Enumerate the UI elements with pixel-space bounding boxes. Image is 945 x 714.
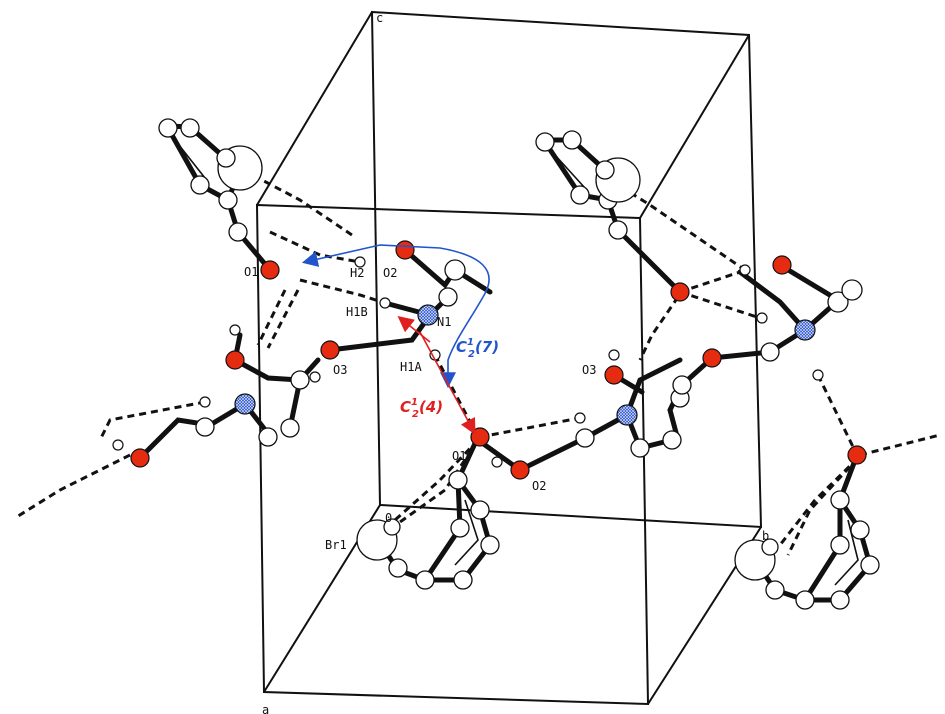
label-o3-left: O3 bbox=[333, 363, 347, 377]
carbon-atom bbox=[218, 190, 238, 210]
hydrogen-atom bbox=[812, 369, 824, 381]
carbon-atom bbox=[570, 185, 590, 205]
hydrogen-atom bbox=[199, 396, 211, 408]
nitrogen-atom-n1 bbox=[417, 304, 439, 326]
carbon-atom bbox=[415, 570, 435, 590]
carbon-atom bbox=[158, 118, 178, 138]
oxygen-atom bbox=[702, 348, 722, 368]
carbon-atom bbox=[765, 580, 785, 600]
oxygen-atom-o2 bbox=[395, 240, 415, 260]
oxygen-atom bbox=[847, 445, 867, 465]
motif-label-red: C1 2(4) bbox=[400, 397, 443, 420]
oxygen-atom bbox=[670, 282, 690, 302]
hydrogen-atom bbox=[229, 324, 241, 336]
hydrogen-atom bbox=[608, 349, 620, 361]
oxygen-atom-o3-right bbox=[604, 365, 624, 385]
label-o1-mid: O1 bbox=[452, 449, 466, 463]
axis-label-c: c bbox=[376, 11, 383, 25]
unit-cell bbox=[255, 10, 763, 706]
carbon-atom bbox=[595, 160, 615, 180]
hydrogen-atom bbox=[756, 312, 768, 324]
oxygen-atom-o1 bbox=[260, 260, 280, 280]
label-o2-mid: O2 bbox=[532, 479, 546, 493]
carbon-atom bbox=[841, 279, 863, 301]
label-o1-top: O1 bbox=[244, 265, 258, 279]
carbon-atom bbox=[575, 428, 595, 448]
red-motif-arrow-down bbox=[419, 331, 476, 435]
hydrogen-atom bbox=[112, 439, 124, 451]
carbon-atom bbox=[860, 555, 880, 575]
axis-label-b: b bbox=[762, 529, 769, 543]
carbon-atom bbox=[470, 500, 490, 520]
label-h1a: H1A bbox=[400, 360, 422, 374]
carbon-atom bbox=[850, 520, 870, 540]
carbon-atom bbox=[662, 430, 682, 450]
carbon-atom bbox=[827, 291, 849, 313]
carbon-atom bbox=[450, 518, 470, 538]
carbon-atom bbox=[195, 417, 215, 437]
carbon-atom bbox=[258, 427, 278, 447]
nitrogen-atom bbox=[616, 404, 638, 426]
cell-edges bbox=[256, 11, 762, 705]
oxygen-atom-o3 bbox=[320, 340, 340, 360]
motif-arrows bbox=[301, 244, 490, 435]
carbon-atom bbox=[444, 259, 466, 281]
carbon-atom bbox=[383, 518, 401, 536]
carbon-atom bbox=[388, 558, 408, 578]
motif-label-blue: C1 2(7) bbox=[456, 337, 499, 360]
nitrogen-atom bbox=[794, 319, 816, 341]
hydrogen-atom-h2 bbox=[354, 256, 366, 268]
carbon-atom bbox=[760, 342, 780, 362]
label-o2-top: O2 bbox=[383, 266, 397, 280]
nitrogen-atom bbox=[234, 393, 256, 415]
carbon-atom bbox=[280, 418, 300, 438]
carbon-atom bbox=[535, 132, 555, 152]
oxygen-atom-o2-mid bbox=[510, 460, 530, 480]
hydrogen-atom bbox=[739, 264, 751, 276]
carbon-atom bbox=[761, 538, 779, 556]
carbon-atom bbox=[795, 590, 815, 610]
carbon-atom bbox=[480, 535, 500, 555]
label-br1: Br1 bbox=[325, 538, 347, 552]
label-h2: H2 bbox=[350, 266, 364, 280]
label-h1b: H1B bbox=[346, 305, 368, 319]
carbon-atom bbox=[448, 470, 468, 490]
carbon-atom bbox=[608, 220, 628, 240]
hydrogen-atom bbox=[574, 412, 586, 424]
carbon-atom bbox=[630, 438, 650, 458]
axis-label-origin: 0 bbox=[385, 511, 392, 525]
carbon-atom bbox=[672, 375, 692, 395]
blue-motif-arrow-top bbox=[301, 244, 490, 298]
carbon-atom bbox=[453, 570, 473, 590]
atoms bbox=[112, 118, 880, 610]
hydrogen-bonds bbox=[14, 168, 941, 556]
hydrogen-atom bbox=[491, 456, 503, 468]
label-o3-right: O3 bbox=[582, 363, 596, 377]
hydrogen-atom-h1b bbox=[379, 297, 391, 309]
blue-motif-arrow-down bbox=[440, 296, 484, 389]
oxygen-atom bbox=[772, 255, 792, 275]
oxygen-atom bbox=[225, 350, 245, 370]
carbon-atom bbox=[438, 287, 458, 307]
carbon-atom bbox=[830, 535, 850, 555]
oxygen-atom bbox=[130, 448, 150, 468]
carbon-atom bbox=[228, 222, 248, 242]
carbon-atom bbox=[562, 130, 582, 150]
carbon-atom bbox=[830, 590, 850, 610]
hydrogen-atom bbox=[309, 371, 321, 383]
axis-label-a: a bbox=[262, 703, 269, 714]
carbon-atom bbox=[830, 490, 850, 510]
carbon-atom bbox=[290, 370, 310, 390]
label-n1: N1 bbox=[437, 315, 451, 329]
carbon-atom bbox=[216, 148, 236, 168]
carbon-atom bbox=[190, 175, 210, 195]
red-motif-arrow-up bbox=[397, 316, 431, 343]
carbon-atom bbox=[180, 118, 200, 138]
